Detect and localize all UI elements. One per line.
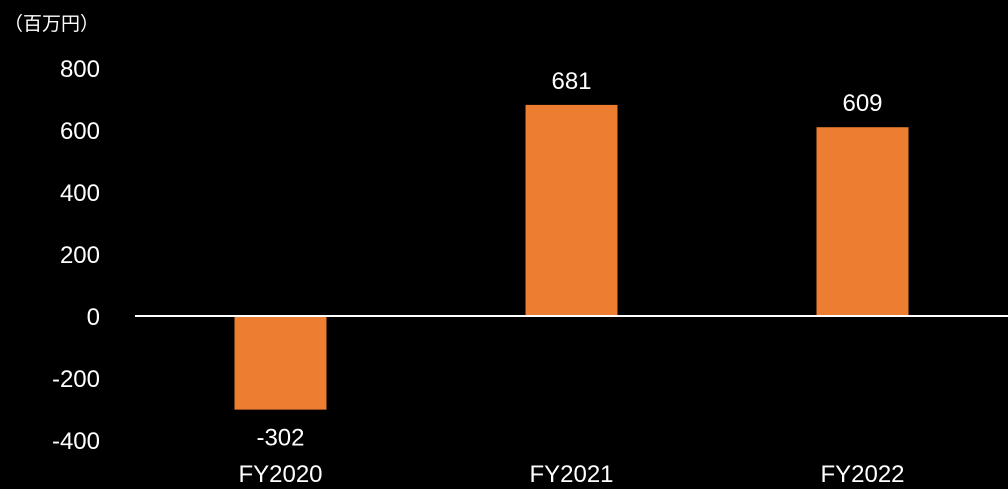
category-label: FY2022: [820, 461, 904, 488]
y-tick-label: 400: [60, 180, 100, 207]
y-tick-label: 200: [60, 242, 100, 269]
data-label: 609: [842, 90, 882, 117]
y-tick-label: -200: [52, 366, 100, 393]
unit-label: （百万円）: [4, 13, 99, 35]
data-labels: -302 681 609: [256, 68, 882, 452]
data-label: 681: [551, 68, 591, 95]
y-tick-label: 0: [87, 304, 100, 331]
y-axis-ticks: 800 600 400 200 0 -200 -400: [52, 56, 100, 455]
y-tick-label: -400: [52, 428, 100, 455]
bar: [525, 104, 618, 316]
data-label: -302: [256, 425, 304, 452]
bar: [234, 316, 327, 410]
bar: [816, 127, 909, 317]
category-label: FY2021: [529, 461, 613, 488]
category-label: FY2020: [238, 461, 322, 488]
bars: [234, 104, 909, 410]
y-tick-label: 800: [60, 56, 100, 83]
category-labels: FY2020 FY2021 FY2022: [238, 461, 904, 488]
y-tick-label: 600: [60, 118, 100, 145]
